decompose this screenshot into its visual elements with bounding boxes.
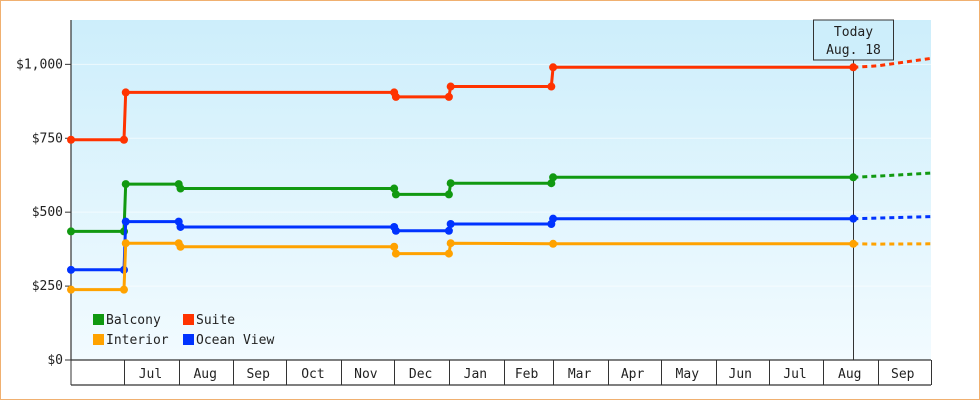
data-point xyxy=(849,214,858,223)
data-point xyxy=(67,227,75,236)
legend-label: Ocean View xyxy=(196,333,274,348)
today-marker: Today Aug. 18 xyxy=(813,19,894,360)
data-point xyxy=(390,242,399,251)
y-tick-label: $1,000 xyxy=(16,57,63,72)
data-point xyxy=(549,214,558,223)
legend-label: Balcony xyxy=(106,313,161,328)
data-point xyxy=(391,190,400,199)
series xyxy=(67,56,932,294)
legend-swatch xyxy=(183,334,194,345)
data-point xyxy=(444,92,453,101)
data-point xyxy=(444,190,453,199)
legend-swatch xyxy=(93,314,104,325)
data-point xyxy=(444,249,453,258)
data-point xyxy=(176,242,185,251)
y-tick-label: $250 xyxy=(32,279,63,294)
legend-label: Suite xyxy=(196,313,235,328)
today-label-box xyxy=(813,19,894,61)
data-point xyxy=(446,82,455,91)
data-point xyxy=(391,249,400,258)
data-point xyxy=(446,179,455,188)
x-tick-label: Sep xyxy=(246,367,270,382)
x-tick-label: Oct xyxy=(301,367,324,382)
data-point xyxy=(176,184,185,193)
x-tick-label: Aug xyxy=(838,367,861,382)
x-tick-label: Feb xyxy=(515,367,539,382)
data-point xyxy=(849,239,858,248)
legend: Balcony Suite Interior Ocean View xyxy=(93,313,274,348)
data-point xyxy=(67,135,75,144)
data-point xyxy=(121,239,130,248)
data-point xyxy=(549,173,558,182)
y-gridlines xyxy=(71,63,931,287)
data-point xyxy=(391,226,400,235)
x-tick-label: Apr xyxy=(621,367,645,382)
y-tick-label: $0 xyxy=(47,353,63,368)
data-point xyxy=(67,265,75,274)
data-point xyxy=(391,92,400,101)
x-tick-label: Jun xyxy=(729,367,752,382)
x-tick-label: Sep xyxy=(891,367,915,382)
x-tick-label: Jul xyxy=(139,367,162,382)
data-point xyxy=(444,226,453,235)
data-point xyxy=(849,63,858,72)
x-tick-label: Jan xyxy=(464,367,487,382)
today-date-label: Aug. 18 xyxy=(826,43,881,58)
legend-swatch xyxy=(183,314,194,325)
x-tick-label: Jul xyxy=(783,367,806,382)
data-point xyxy=(549,63,558,72)
x-tick-label: Aug xyxy=(193,367,216,382)
legend-label: Interior xyxy=(106,333,169,348)
data-point xyxy=(547,82,556,91)
data-point xyxy=(121,88,130,97)
data-point xyxy=(549,239,558,248)
data-point xyxy=(849,173,858,182)
data-point xyxy=(121,217,130,226)
y-tick-label: $750 xyxy=(32,131,63,146)
series-line xyxy=(69,65,855,142)
x-tick-label: May xyxy=(676,367,700,382)
axes: $0 $250 $500 $750 $1,000 xyxy=(16,20,931,368)
data-point xyxy=(446,239,455,248)
today-label: Today xyxy=(834,25,873,40)
legend-swatch xyxy=(93,334,104,345)
data-point xyxy=(119,285,128,294)
x-tick-label: Dec xyxy=(409,367,432,382)
y-tick-label: $500 xyxy=(32,205,63,220)
data-point xyxy=(67,285,75,294)
x-tick-label: Nov xyxy=(354,367,378,382)
x-tick-label: Mar xyxy=(568,367,592,382)
data-point xyxy=(446,220,455,228)
x-axis: Jul Aug Sep Oct Nov Dec Jan Feb Mar Apr May Jun Jul A… xyxy=(70,360,932,386)
data-point xyxy=(176,222,185,231)
data-point xyxy=(119,135,128,144)
data-point xyxy=(121,180,130,189)
